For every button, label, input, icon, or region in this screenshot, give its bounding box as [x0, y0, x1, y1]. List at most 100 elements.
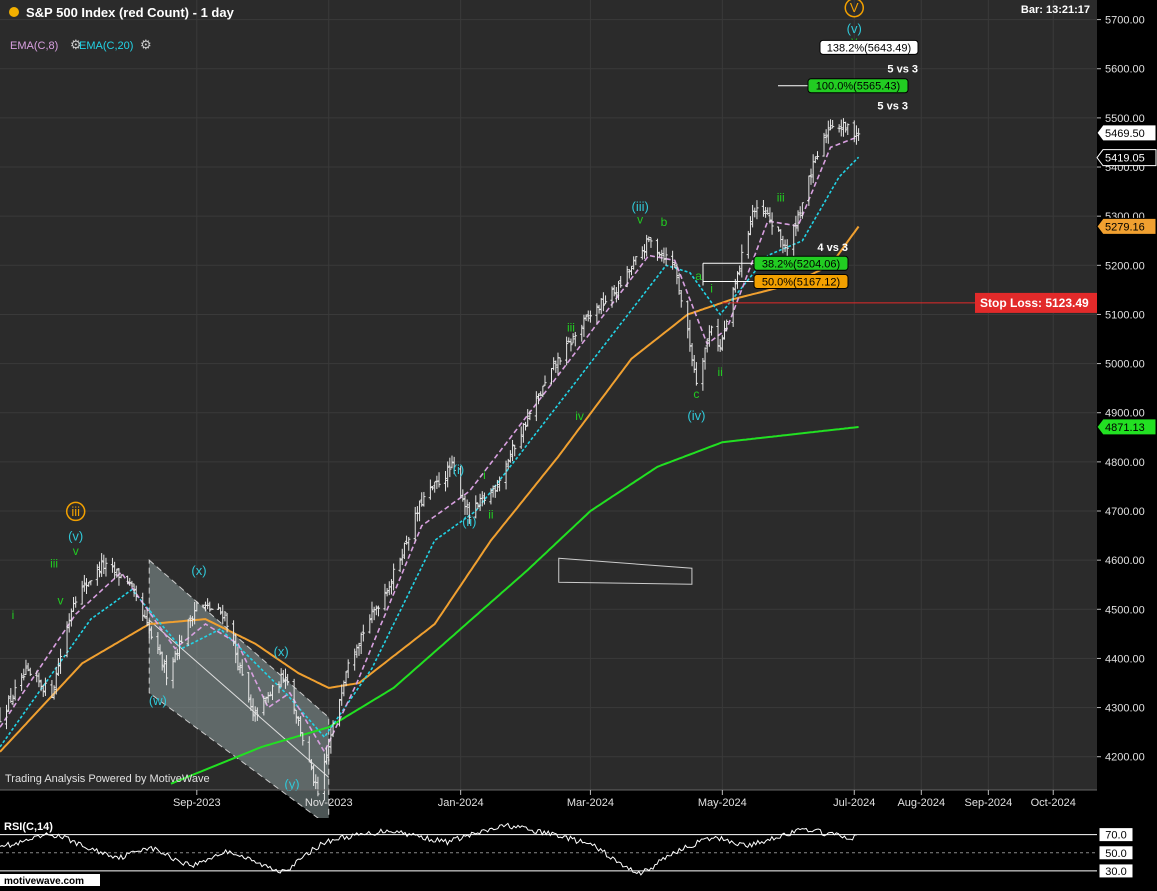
wave-label[interactable]: v — [73, 544, 79, 558]
wave-label[interactable]: iii — [777, 190, 785, 204]
ohlc-bar — [670, 250, 675, 270]
ohlc-bar — [173, 650, 177, 663]
wave-label[interactable]: i — [710, 281, 713, 295]
wave-label[interactable]: V — [850, 0, 859, 15]
y-tick-label: 4500.00 — [1105, 604, 1145, 616]
ohlc-bar — [74, 596, 78, 608]
y-tick-label: 4200.00 — [1105, 752, 1145, 764]
ohlc-bar — [526, 409, 530, 427]
ohlc-bar — [253, 706, 257, 722]
wave-label[interactable]: (v) — [847, 21, 862, 36]
wave-label[interactable]: (iii) — [631, 199, 648, 214]
ohlc-bar — [776, 226, 781, 232]
ema8-legend[interactable]: EMA(C,8) — [10, 40, 58, 52]
gear-icon[interactable]: ⚙ — [70, 37, 82, 52]
wave-label[interactable]: (y) — [284, 777, 299, 792]
ohlc-bar — [67, 613, 71, 633]
stop-loss-tag[interactable] — [975, 292, 1097, 313]
wave-label[interactable]: i — [483, 468, 486, 482]
ohlc-bar — [430, 485, 435, 491]
ohlc-bar — [186, 619, 190, 647]
fib-box[interactable] — [807, 78, 909, 94]
ohlc-bar — [392, 563, 396, 591]
wave-label[interactable]: (x) — [191, 563, 206, 578]
wave-label[interactable]: ii — [488, 507, 493, 521]
ohlc-bar — [433, 481, 437, 493]
wave-label[interactable]: a — [695, 269, 702, 283]
wave-label[interactable]: i — [12, 608, 15, 622]
wave-label[interactable]: (w) — [149, 693, 167, 708]
ohlc-bar — [768, 207, 772, 224]
ohlc-bar — [132, 583, 136, 597]
y-tick-label: 5600.00 — [1105, 64, 1145, 76]
ohlc-bar — [251, 698, 255, 722]
ema20-legend[interactable]: EMA(C,20) — [79, 40, 133, 52]
fib-box[interactable] — [819, 39, 919, 55]
ohlc-bar — [664, 247, 668, 266]
wave-label[interactable]: (x) — [274, 644, 289, 659]
wave-label[interactable]: (v) — [68, 528, 83, 543]
wave-label[interactable]: c — [693, 387, 699, 401]
ohlc-bar — [428, 479, 432, 500]
ohlc-bar — [417, 500, 422, 522]
ohlc-bar — [720, 335, 724, 351]
ohlc-bar — [299, 716, 303, 737]
rsi-level-label: 70.0 — [1105, 830, 1126, 842]
ohlc-bar — [534, 391, 538, 422]
ohlc-bar — [158, 644, 162, 656]
ohlc-bar — [489, 488, 493, 505]
ohlc-bar — [87, 581, 91, 587]
ohlc-bar — [164, 655, 169, 686]
wave-label[interactable]: ii — [718, 365, 723, 379]
wave-label[interactable]: iv — [575, 409, 584, 423]
ohlc-bar — [316, 776, 320, 797]
ohlc-bar — [238, 662, 242, 674]
ohlc-bar — [402, 542, 407, 560]
ohlc-bar — [519, 426, 523, 449]
gear-icon[interactable]: ⚙ — [140, 37, 152, 52]
wave-label[interactable]: v — [637, 213, 643, 227]
ohlc-bar — [569, 338, 573, 352]
corrective-channel — [148, 559, 330, 828]
ohlc-bar — [301, 732, 305, 746]
ohlc-bar — [160, 651, 164, 671]
ohlc-bar — [763, 206, 768, 218]
wave-label[interactable]: b — [661, 215, 668, 229]
wave-label[interactable]: iii — [50, 557, 58, 571]
wave-label[interactable]: v — [58, 593, 64, 607]
ohlc-bar — [616, 280, 621, 301]
ohlc-bar — [41, 684, 45, 697]
wave-label[interactable]: iii — [71, 504, 80, 519]
ohlc-bar — [543, 375, 547, 386]
rsi-panel[interactable] — [0, 818, 1097, 884]
fib-label: 50.0%(5167.12) — [762, 276, 840, 288]
rsi-line — [0, 822, 857, 876]
x-tick-label: Sep-2024 — [964, 797, 1012, 809]
ohlc-bar — [119, 574, 123, 579]
ohlc-bar — [95, 564, 99, 586]
wave-label[interactable]: (iv) — [687, 408, 705, 423]
wave-label[interactable]: (i) — [453, 462, 465, 477]
ohlc-bar — [837, 124, 841, 133]
ohlc-bar — [491, 485, 495, 498]
ohlc-bar — [770, 212, 774, 235]
ohlc-bar — [495, 479, 500, 492]
ohlc-bar — [586, 310, 590, 322]
ohlc-bar — [822, 132, 826, 157]
fib-box[interactable] — [753, 273, 849, 289]
ohlc-bar — [22, 668, 26, 681]
wave-label[interactable]: (ii) — [462, 514, 476, 529]
fib-box[interactable] — [753, 255, 849, 271]
ohlc-bar — [100, 553, 104, 577]
rsi-label[interactable]: RSI(C,14) — [4, 821, 53, 833]
ohlc-bar — [677, 272, 681, 295]
ohlc-bar — [11, 694, 15, 706]
wave-label[interactable]: iii — [567, 321, 575, 335]
ohlc-bar — [709, 325, 714, 336]
chart-title[interactable]: S&P 500 Index (red Count) - 1 day — [26, 5, 235, 20]
wave-circle — [844, 0, 865, 18]
ma-slow-line — [0, 225, 860, 753]
ohlc-bar — [614, 287, 618, 303]
ohlc-bar — [171, 657, 175, 689]
